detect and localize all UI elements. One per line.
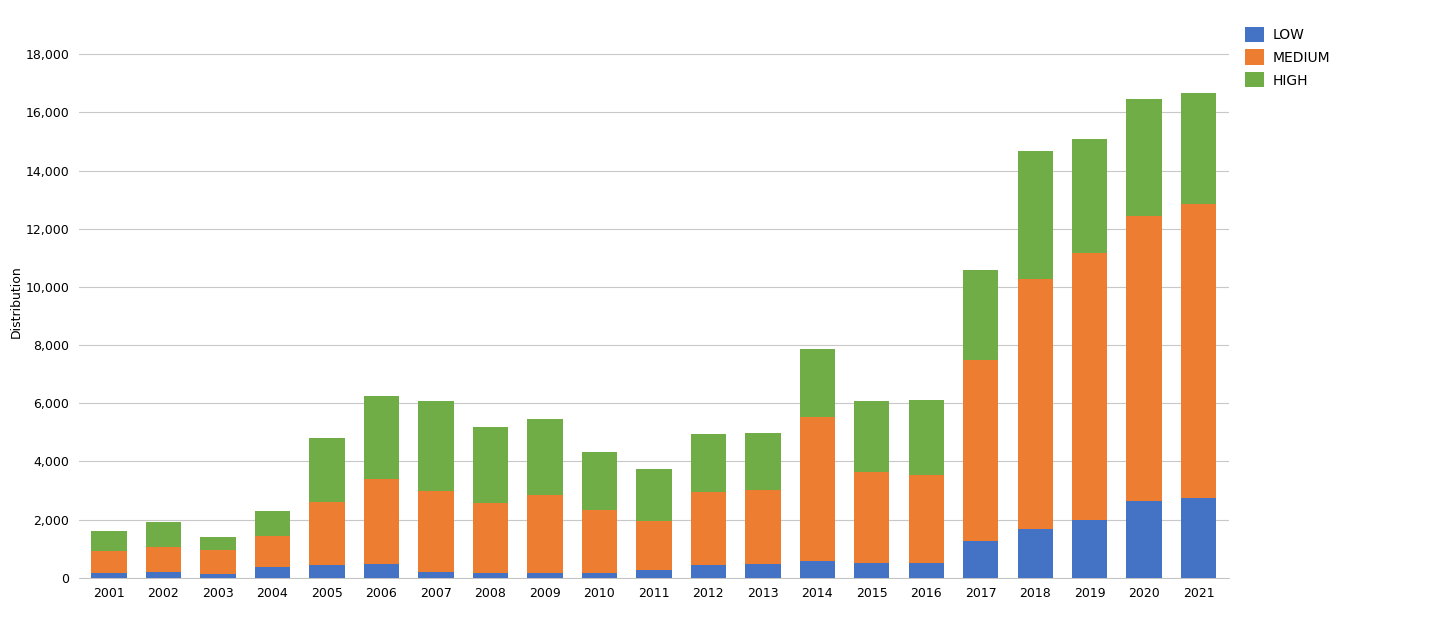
Bar: [1127, 215, 1163, 501]
Bar: [637, 521, 671, 570]
Bar: [908, 563, 944, 578]
Bar: [254, 511, 290, 536]
Bar: [746, 490, 780, 565]
Bar: [799, 349, 835, 418]
Y-axis label: Distribution: Distribution: [10, 265, 23, 338]
Bar: [92, 573, 126, 578]
Bar: [854, 401, 890, 472]
Bar: [637, 570, 671, 578]
Bar: [418, 491, 454, 571]
Bar: [908, 400, 944, 475]
Bar: [254, 566, 290, 578]
Legend: LOW, MEDIUM, HIGH: LOW, MEDIUM, HIGH: [1239, 21, 1335, 93]
Bar: [145, 547, 181, 572]
Bar: [1127, 99, 1163, 215]
Bar: [364, 396, 399, 479]
Bar: [200, 537, 236, 550]
Bar: [1127, 501, 1163, 578]
Bar: [637, 468, 671, 521]
Bar: [200, 550, 236, 574]
Bar: [1072, 520, 1108, 578]
Bar: [1072, 252, 1108, 520]
Bar: [582, 511, 616, 573]
Bar: [1017, 151, 1053, 279]
Bar: [418, 571, 454, 578]
Bar: [746, 565, 780, 578]
Bar: [200, 574, 236, 578]
Bar: [92, 531, 126, 551]
Bar: [963, 541, 999, 578]
Bar: [145, 522, 181, 547]
Bar: [963, 270, 999, 360]
Bar: [309, 502, 345, 565]
Bar: [1181, 204, 1216, 498]
Bar: [418, 401, 454, 491]
Bar: [582, 573, 616, 578]
Bar: [799, 561, 835, 578]
Bar: [527, 495, 562, 573]
Bar: [1017, 529, 1053, 578]
Bar: [364, 479, 399, 565]
Bar: [746, 433, 780, 490]
Bar: [1181, 94, 1216, 204]
Bar: [691, 565, 726, 578]
Bar: [854, 472, 890, 563]
Bar: [963, 360, 999, 541]
Bar: [854, 563, 890, 578]
Bar: [145, 572, 181, 578]
Bar: [527, 573, 562, 578]
Bar: [309, 565, 345, 578]
Bar: [1017, 279, 1053, 529]
Bar: [92, 551, 126, 573]
Bar: [1181, 498, 1216, 578]
Bar: [473, 573, 509, 578]
Bar: [691, 492, 726, 565]
Bar: [1072, 139, 1108, 252]
Bar: [908, 475, 944, 563]
Bar: [254, 536, 290, 566]
Bar: [364, 565, 399, 578]
Bar: [309, 438, 345, 502]
Bar: [473, 503, 509, 573]
Bar: [799, 418, 835, 561]
Bar: [473, 427, 509, 503]
Bar: [582, 452, 616, 511]
Bar: [691, 434, 726, 492]
Bar: [527, 419, 562, 495]
